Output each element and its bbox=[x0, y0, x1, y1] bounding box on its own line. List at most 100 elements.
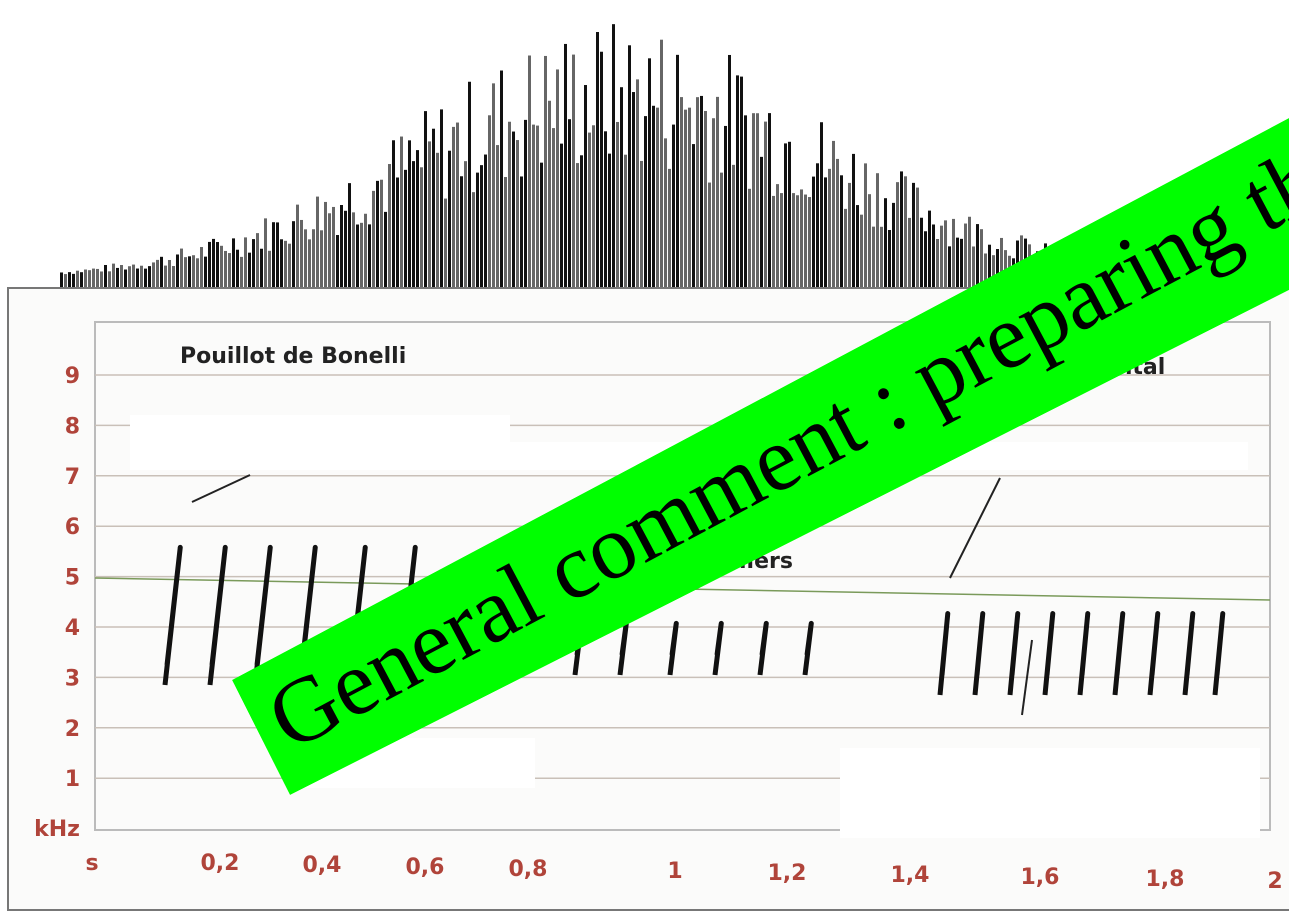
wave-bar bbox=[904, 176, 907, 288]
wave-bar bbox=[960, 239, 963, 288]
wave-bar bbox=[368, 224, 371, 288]
wave-bar bbox=[512, 132, 515, 288]
x-label: 0,6 bbox=[406, 855, 445, 880]
wave-bar bbox=[976, 224, 979, 288]
wave-bar bbox=[384, 212, 387, 288]
x-label: 1,8 bbox=[1146, 867, 1185, 892]
wave-bar bbox=[568, 119, 571, 288]
wave-bar bbox=[852, 154, 855, 288]
wave-bar bbox=[652, 106, 655, 288]
wave-bar bbox=[96, 269, 99, 288]
y-label: 2 bbox=[65, 717, 80, 742]
wave-bar bbox=[200, 247, 203, 288]
wave-bar bbox=[712, 118, 715, 288]
wave-bar bbox=[964, 224, 967, 288]
y-label: 8 bbox=[65, 414, 80, 439]
wave-bar bbox=[300, 220, 303, 288]
wave-bar bbox=[616, 122, 619, 288]
wave-bar bbox=[736, 75, 739, 288]
wave-bar bbox=[800, 189, 803, 288]
wave-bar bbox=[468, 82, 471, 288]
wave-bar bbox=[72, 274, 75, 288]
wave-bar bbox=[336, 235, 339, 288]
wave-bar bbox=[380, 180, 383, 288]
wave-bar bbox=[264, 218, 267, 288]
wave-bar bbox=[208, 242, 211, 288]
wave-bar bbox=[68, 272, 71, 288]
wave-bar bbox=[784, 143, 787, 288]
wave-bar bbox=[644, 116, 647, 288]
y-label: 4 bbox=[65, 616, 80, 641]
x-label: 2 bbox=[1267, 869, 1282, 894]
wave-bar bbox=[452, 127, 455, 288]
wave-bar bbox=[316, 197, 319, 288]
wave-bar bbox=[932, 224, 935, 288]
wave-bar bbox=[296, 205, 299, 288]
wave-bar bbox=[432, 129, 435, 288]
wave-bar bbox=[820, 122, 823, 288]
wave-bar bbox=[900, 171, 903, 288]
wave-bar bbox=[416, 150, 419, 288]
wave-bar bbox=[124, 270, 127, 288]
species-label: Pouillot de Bonelli bbox=[180, 344, 406, 369]
wave-bar bbox=[676, 55, 679, 288]
wave-bar bbox=[808, 197, 811, 288]
wave-bar bbox=[532, 125, 535, 288]
wave-bar bbox=[324, 202, 327, 288]
wave-bar bbox=[188, 256, 191, 288]
wave-bar bbox=[120, 265, 123, 288]
wave-bar bbox=[836, 159, 839, 288]
wave-bar bbox=[572, 55, 575, 288]
wave-bar bbox=[104, 265, 107, 288]
wave-bar bbox=[364, 214, 367, 288]
wave-bar bbox=[176, 254, 179, 288]
wave-bar bbox=[624, 155, 627, 288]
wave-bar bbox=[268, 251, 271, 288]
wave-bar bbox=[160, 257, 163, 288]
wave-bar bbox=[776, 184, 779, 288]
x-label: 0,8 bbox=[509, 857, 548, 882]
wave-bar bbox=[136, 269, 139, 288]
wave-bar bbox=[896, 182, 899, 288]
wave-bar bbox=[888, 230, 891, 288]
x-label: 1,2 bbox=[768, 861, 807, 886]
wave-bar bbox=[500, 71, 503, 288]
wave-bar bbox=[80, 272, 83, 288]
wave-bar bbox=[284, 241, 287, 288]
wave-bar bbox=[360, 223, 363, 288]
waveform bbox=[60, 24, 1179, 288]
wave-bar bbox=[884, 198, 887, 288]
wave-bar bbox=[212, 239, 215, 288]
wave-bar bbox=[520, 176, 523, 288]
wave-bar bbox=[280, 239, 283, 288]
wave-bar bbox=[492, 83, 495, 288]
wave-bar bbox=[792, 193, 795, 288]
wave-bar bbox=[756, 113, 759, 288]
wave-bar bbox=[704, 111, 707, 288]
wave-bar bbox=[420, 167, 423, 288]
redaction bbox=[840, 748, 1260, 838]
wave-bar bbox=[612, 24, 615, 288]
wave-bar bbox=[304, 229, 307, 288]
y-label: 7 bbox=[65, 465, 80, 490]
wave-bar bbox=[636, 79, 639, 288]
wave-bar bbox=[340, 205, 343, 288]
wave-bar bbox=[440, 109, 443, 288]
wave-bar bbox=[140, 266, 143, 288]
wave-bar bbox=[860, 215, 863, 288]
wave-bar bbox=[308, 239, 311, 288]
wave-bar bbox=[640, 161, 643, 288]
wave-bar bbox=[548, 101, 551, 288]
wave-bar bbox=[824, 177, 827, 288]
wave-bar bbox=[256, 233, 259, 288]
wave-bar bbox=[660, 40, 663, 288]
wave-bar bbox=[496, 145, 499, 288]
wave-bar bbox=[168, 260, 171, 288]
wave-bar bbox=[684, 110, 687, 288]
wave-bar bbox=[928, 211, 931, 288]
wave-bar bbox=[744, 115, 747, 288]
wave-bar bbox=[912, 183, 915, 288]
wave-bar bbox=[404, 170, 407, 288]
wave-bar bbox=[788, 142, 791, 288]
wave-bar bbox=[700, 96, 703, 288]
